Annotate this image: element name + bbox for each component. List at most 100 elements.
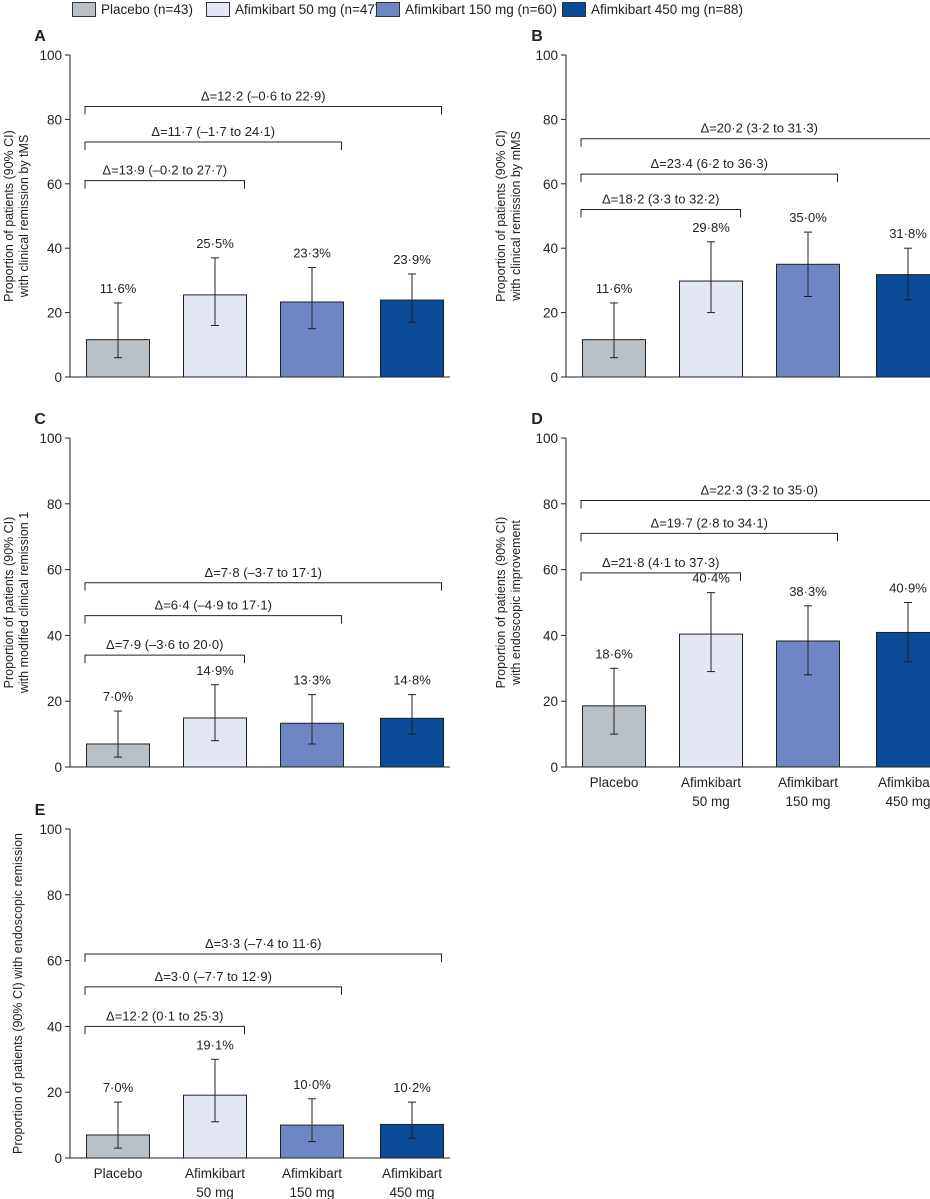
panel-e-category-label-0-0: Placebo [94, 1166, 143, 1181]
panel-c-y-tick-label: 40 [47, 628, 62, 643]
panel-a-comparison-label-0: Δ=13·9 (–0·2 to 27·7) [102, 163, 227, 178]
panel-d-letter: D [531, 411, 543, 428]
panel-a-value-label-1: 25·5% [196, 236, 234, 251]
panel-b-y-tick-label: 100 [535, 48, 558, 63]
panel-c-letter: C [34, 411, 46, 428]
panel-a-comparison-label-1: Δ=11·7 (–1·7 to 24·1) [151, 124, 275, 139]
panel-e-category-label-1-1: 50 mg [196, 1185, 234, 1199]
panel-b-comparison-bracket-0 [580, 209, 741, 218]
panel-d-y-label-line2: with endoscopic improvement [509, 520, 523, 686]
panel-a-comparison-bracket-2 [84, 106, 442, 115]
panel-e-value-label-1: 19·1% [196, 1037, 234, 1052]
panel-e-comparison-label-0: Δ=12·2 (0·1 to 25·3) [106, 1008, 223, 1023]
panel-d-y-tick-label: 80 [543, 497, 558, 512]
panel-b-y-label-line1: Proportion of patients (90% CI) [494, 130, 508, 302]
panel-d-bar-3 [876, 631, 930, 768]
legend-swatch-150mg [376, 2, 400, 17]
legend-swatch-placebo [72, 2, 96, 17]
panel-d-comparison-bracket-2 [580, 500, 930, 509]
panel-c-comparison-bracket-1 [84, 615, 342, 624]
panel-d-comparison-bracket-0 [580, 572, 741, 581]
panel-d-comparison-bracket-1 [580, 532, 838, 542]
panel-e-y-tick-label: 20 [47, 1085, 62, 1100]
panel-b-comparison-label-1: Δ=23·4 (6·2 to 36·3) [651, 156, 768, 171]
panel-c-comparison-bracket-2 [84, 582, 442, 591]
panel-e-comparison-bracket-1 [84, 986, 342, 995]
panel-b-comparison-bracket-1 [580, 173, 838, 183]
panel-c: C 0 20 40 60 80 100 Proportion of patients (90%… [2, 411, 450, 775]
panel-d-category-label-1-0: Afimkibart [681, 775, 741, 790]
panel-d-y-tick-label: 40 [543, 628, 558, 643]
panel-e-comparison-label-2: Δ=3·3 (–7·4 to 11·6) [205, 936, 321, 951]
panel-d-value-label-2: 38·3% [789, 584, 827, 599]
panel-a: A 0 20 40 60 80 100 Proportion of patients (90%… [2, 28, 450, 385]
panel-a-y-tick-label: 80 [47, 112, 62, 127]
panel-c-y-tick-label: 20 [47, 694, 62, 709]
panel-e-y-tick-label: 0 [54, 1151, 62, 1166]
panel-b-value-label-2: 35·0% [789, 210, 827, 225]
panel-b-bar-3 [876, 274, 930, 378]
panel-d-category-label-3-0: Afimkibart [878, 775, 930, 790]
panel-b: B 0 20 40 60 80 100 Proportion of patients (90%… [494, 28, 930, 385]
panel-d-value-label-3: 40·9% [889, 581, 927, 596]
panel-e-category-label-2-0: Afimkibart [282, 1166, 342, 1181]
panel-d-value-label-0: 18·6% [595, 646, 633, 661]
panel-b-letter: B [531, 28, 543, 45]
panel-c-value-label-1: 14·9% [196, 663, 234, 678]
panel-a-value-label-2: 23·3% [293, 246, 331, 261]
panel-b-y-tick-label: 40 [543, 241, 558, 256]
panel-e-y-tick-label: 40 [47, 1019, 62, 1034]
panel-e-y-tick-label: 100 [39, 822, 62, 837]
panel-c-comparison-label-0: Δ=7·9 (–3·6 to 20·0) [106, 637, 223, 652]
legend-item-150mg: Afimkibart 150 mg (n=60) [376, 2, 557, 17]
legend-label-150mg: Afimkibart 150 mg (n=60) [405, 2, 557, 17]
panel-c-comparison-label-1: Δ=6·4 (–4·9 to 17·1) [155, 598, 272, 613]
panel-d-y-tick-label: 20 [543, 694, 558, 709]
panel-d-value-label-1: 40·4% [692, 571, 730, 586]
legend-item-placebo: Placebo (n=43) [72, 2, 193, 17]
panel-d-y-label-line1: Proportion of patients (90% CI) [494, 517, 508, 689]
panel-e-letter: E [35, 802, 46, 819]
panel-b-comparison-label-2: Δ=20·2 (3·2 to 31·3) [701, 121, 818, 136]
panel-b-y-tick-label: 20 [543, 306, 558, 321]
panel-e-y-tick-label: 60 [47, 954, 62, 969]
legend-label-50mg: Afimkibart 50 mg (n=47) [235, 2, 380, 17]
panel-b-y-label-line2: with clinical remission by mMS [509, 131, 523, 301]
panel-e: E 0 20 40 60 80 100 Proportion of patients (90%… [11, 802, 450, 1199]
panel-b-y-tick-label: 80 [543, 112, 558, 127]
panel-c-value-label-2: 13·3% [293, 673, 331, 688]
panel-a-comparison-bracket-1 [84, 141, 342, 150]
panel-a-y-tick-label: 60 [47, 177, 62, 192]
panel-e-y-label: Proportion of patients (90% CI) with end… [11, 833, 25, 1154]
legend-label-placebo: Placebo (n=43) [101, 2, 193, 17]
panel-a-comparison-bracket-0 [84, 180, 245, 189]
panel-e-comparison-bracket-2 [84, 953, 442, 963]
panel-d: D 0 20 40 60 80 100 Proportion of patients (90%… [494, 411, 930, 809]
panel-e-value-label-0: 7·0% [103, 1080, 134, 1095]
panel-a-comparison-label-2: Δ=12·2 (–0·6 to 22·9) [201, 89, 326, 104]
panel-e-value-label-2: 10·0% [293, 1077, 331, 1092]
panel-d-category-label-0-0: Placebo [590, 775, 639, 790]
panel-b-comparison-bracket-2 [580, 138, 930, 147]
panel-b-value-label-1: 29·8% [692, 220, 730, 235]
panel-c-value-label-3: 14·8% [393, 673, 431, 688]
panel-a-y-tick-label: 100 [39, 48, 62, 63]
panel-b-y-tick-label: 0 [550, 370, 558, 385]
legend-item-50mg: Afimkibart 50 mg (n=47) [206, 2, 379, 17]
panel-d-category-label-3-1: 450 mg [885, 794, 930, 809]
panel-b-value-label-0: 11·6% [596, 281, 633, 296]
panel-c-y-tick-label: 100 [39, 431, 62, 446]
panel-d-y-tick-label: 0 [550, 760, 558, 775]
panel-c-y-tick-label: 60 [47, 563, 62, 578]
panel-a-y-tick-label: 0 [54, 370, 62, 385]
panel-e-comparison-bracket-0 [84, 1025, 245, 1035]
panel-b-value-label-3: 31·8% [889, 226, 927, 241]
panel-d-comparison-label-1: Δ=19·7 (2·8 to 34·1) [651, 515, 768, 530]
panel-c-y-label-line1: Proportion of patients (90% CI) [2, 517, 16, 689]
panel-c-y-tick-label: 0 [54, 760, 62, 775]
panel-d-comparison-label-2: Δ=22·3 (3·2 to 35·0) [701, 483, 818, 498]
panel-a-y-label-line1: Proportion of patients (90% CI) [2, 130, 16, 302]
panel-a-y-tick-label: 40 [47, 241, 62, 256]
legend-label-450mg: Afimkibart 450 mg (n=88) [591, 2, 743, 17]
